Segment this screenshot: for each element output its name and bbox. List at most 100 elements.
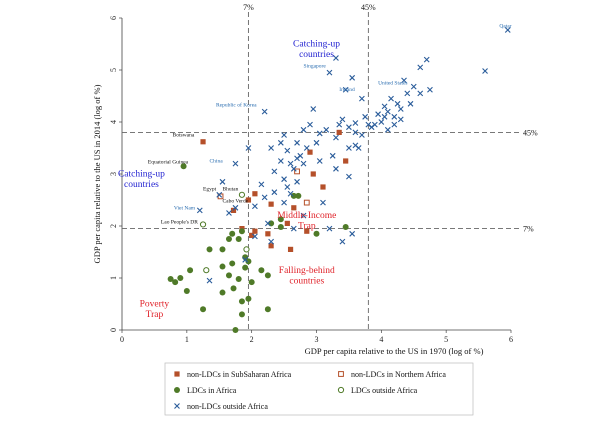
x-tick-label: 6 [509, 335, 513, 344]
country-label: Botswana [173, 133, 195, 139]
vertical-threshold-label: 7% [243, 3, 254, 12]
data-point [303, 145, 310, 151]
data-point [238, 191, 246, 198]
data-point [232, 160, 239, 167]
data-point [352, 120, 359, 126]
data-point [349, 74, 356, 81]
legend-marker [337, 386, 345, 394]
data-point [336, 129, 342, 135]
y-tick-label: 6 [109, 16, 118, 20]
data-point [167, 276, 174, 283]
data-point [277, 216, 284, 223]
data-point [232, 204, 239, 211]
data-point [320, 199, 326, 206]
data-point [294, 168, 300, 175]
data-point [336, 121, 343, 128]
country-label: United States [378, 81, 407, 87]
region-annotation: Catching-up countries [118, 170, 165, 190]
region-annotation: Poverty Trap [140, 300, 170, 320]
data-point [342, 224, 349, 231]
data-point [268, 145, 275, 151]
country-label: Viet Nam [174, 205, 196, 211]
data-point [219, 178, 226, 185]
data-point [316, 158, 323, 164]
data-point [245, 295, 252, 302]
data-point [177, 275, 184, 281]
y-axis-label: GDP per capita relative to the US in 201… [92, 84, 102, 263]
data-point [243, 246, 250, 253]
data-point [290, 165, 297, 172]
legend-label: LDCs in Africa [187, 386, 237, 395]
data-point [219, 289, 226, 296]
data-point [391, 113, 398, 120]
country-label: Republic of Korea [216, 101, 257, 108]
region-annotation: Falling-behind countries [279, 266, 335, 286]
data-point [381, 103, 388, 110]
data-point [404, 90, 411, 97]
data-point [242, 264, 249, 271]
data-point [384, 126, 391, 133]
data-point [264, 306, 271, 313]
country-label: Bhutan [222, 187, 238, 193]
data-point [271, 168, 278, 175]
data-point [226, 210, 232, 216]
data-point [271, 189, 278, 196]
legend-marker [338, 371, 344, 377]
data-point [339, 238, 346, 245]
x-axis-label: GDP per capita relative to the US in 197… [305, 346, 484, 356]
data-point [258, 267, 265, 274]
data-point [225, 236, 232, 242]
data-point [281, 132, 287, 138]
data-point [333, 55, 339, 61]
vertical-threshold-label: 45% [361, 3, 376, 12]
data-point [252, 233, 258, 240]
data-point [307, 121, 313, 128]
legend: non-LDCs in SubSaharan Africa non-LDCs in… [164, 362, 474, 416]
data-point [261, 194, 268, 201]
data-point [264, 220, 271, 227]
legend-box [164, 362, 474, 416]
data-point [401, 77, 407, 84]
data-point [352, 129, 359, 136]
data-point [183, 288, 190, 294]
y-tick-label: 5 [109, 68, 118, 72]
data-point [295, 192, 302, 199]
data-point [235, 276, 242, 283]
data-point [391, 121, 398, 128]
y-tick-label: 4 [109, 120, 118, 124]
data-point [333, 165, 339, 172]
data-point [249, 232, 255, 238]
data-point [196, 207, 203, 214]
data-point [343, 158, 349, 164]
data-point [290, 225, 297, 232]
x-tick-label: 3 [315, 335, 319, 344]
data-point [216, 191, 223, 198]
data-point [300, 160, 307, 167]
data-point [423, 56, 430, 63]
data-point [358, 95, 365, 102]
data-point [346, 173, 352, 180]
data-point [368, 124, 375, 131]
data-point [287, 160, 294, 167]
data-point [238, 311, 245, 318]
data-point [410, 83, 417, 90]
data-point [287, 190, 294, 197]
data-point [284, 220, 290, 226]
data-point [252, 191, 258, 197]
data-point [329, 152, 336, 159]
data-point [300, 212, 307, 219]
data-point [232, 327, 239, 333]
data-point [310, 106, 317, 112]
legend-label: LDCs outside Africa [351, 386, 418, 395]
data-point [294, 178, 300, 185]
data-point [277, 139, 284, 146]
legend-label: non-LDCs in Northern Africa [351, 370, 446, 379]
data-point [264, 272, 271, 279]
data-point [300, 126, 307, 133]
data-point [225, 272, 232, 279]
data-point [316, 130, 323, 137]
country-label: Equatorial Guinea [148, 160, 189, 166]
data-point [326, 225, 333, 232]
data-point [229, 260, 236, 267]
